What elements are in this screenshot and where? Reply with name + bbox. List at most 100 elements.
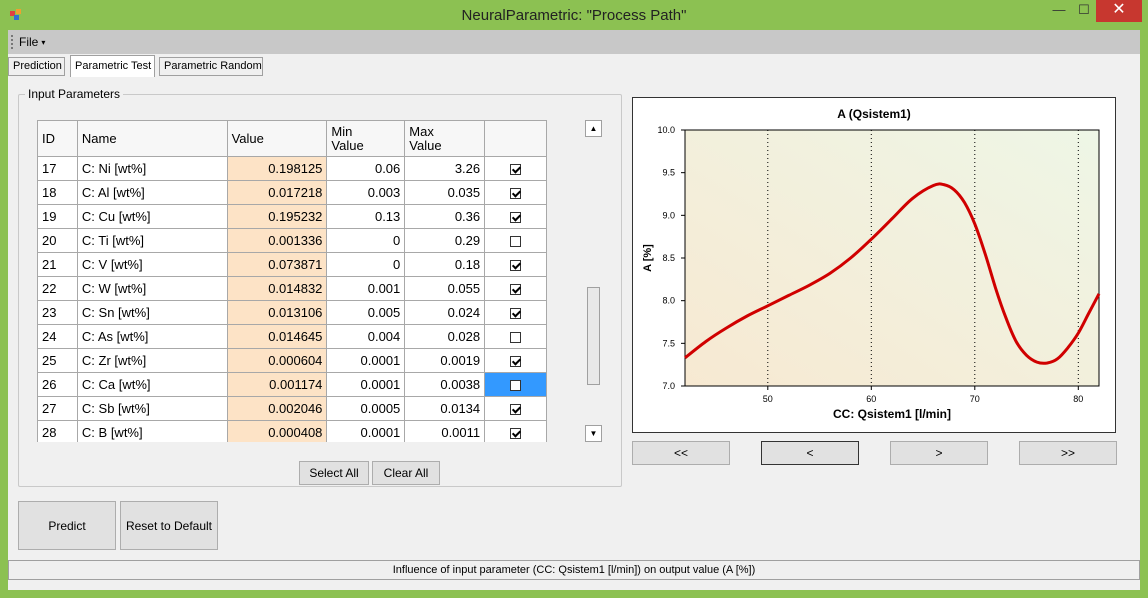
- enabled-checkbox[interactable]: [510, 356, 522, 368]
- cell-enabled[interactable]: [484, 396, 547, 421]
- cell-value[interactable]: 0.001336: [226, 228, 328, 253]
- tab-prediction[interactable]: Prediction: [8, 57, 65, 76]
- cell-name[interactable]: C: B [wt%]: [76, 420, 228, 442]
- cell-enabled[interactable]: [484, 180, 547, 205]
- title-bar[interactable]: NeuralParametric: "Process Path" — ☐ ✕: [0, 0, 1148, 30]
- cell-value[interactable]: 0.017218: [226, 180, 328, 205]
- cell-id[interactable]: 22: [37, 276, 78, 301]
- cell-id[interactable]: 19: [37, 204, 78, 229]
- table-row[interactable]: 18 C: Al [wt%] 0.017218 0.003 0.035: [37, 180, 547, 205]
- table-row[interactable]: 19 C: Cu [wt%] 0.195232 0.13 0.36: [37, 204, 547, 229]
- cell-name[interactable]: C: Cu [wt%]: [76, 204, 228, 229]
- cell-value[interactable]: 0.000604: [226, 348, 328, 373]
- cell-name[interactable]: C: Sn [wt%]: [76, 300, 228, 325]
- cell-enabled[interactable]: [484, 348, 547, 373]
- enabled-checkbox[interactable]: [510, 212, 522, 224]
- cell-name[interactable]: C: W [wt%]: [76, 276, 228, 301]
- enabled-checkbox[interactable]: [510, 428, 522, 440]
- clear-all-button[interactable]: Clear All: [372, 461, 440, 485]
- table-row[interactable]: 27 C: Sb [wt%] 0.002046 0.0005 0.0134: [37, 396, 547, 421]
- cell-value[interactable]: 0.014832: [226, 276, 328, 301]
- cell-enabled[interactable]: [484, 324, 547, 349]
- cell-min-value[interactable]: 0.0005: [326, 396, 406, 421]
- table-row[interactable]: 17 C: Ni [wt%] 0.198125 0.06 3.26: [37, 156, 547, 181]
- cell-min-value[interactable]: 0.003: [326, 180, 406, 205]
- enabled-checkbox[interactable]: [510, 404, 522, 416]
- cell-value[interactable]: 0.073871: [226, 252, 328, 277]
- cell-id[interactable]: 26: [37, 372, 78, 397]
- enabled-checkbox[interactable]: [510, 308, 522, 320]
- cell-value[interactable]: 0.198125: [226, 156, 328, 181]
- cell-max-value[interactable]: 0.0134: [404, 396, 486, 421]
- cell-id[interactable]: 21: [37, 252, 78, 277]
- cell-min-value[interactable]: 0: [326, 252, 406, 277]
- enabled-checkbox[interactable]: [510, 236, 522, 248]
- cell-enabled[interactable]: [484, 372, 547, 397]
- cell-max-value[interactable]: 3.26: [404, 156, 486, 181]
- column-header-id[interactable]: ID: [37, 120, 78, 157]
- enabled-checkbox[interactable]: [510, 332, 522, 344]
- grid-scrollbar[interactable]: ▲ ▼: [585, 120, 602, 442]
- table-row[interactable]: 26 C: Ca [wt%] 0.001174 0.0001 0.0038: [37, 372, 547, 397]
- cell-enabled[interactable]: [484, 204, 547, 229]
- cell-id[interactable]: 28: [37, 420, 78, 442]
- cell-max-value[interactable]: 0.0019: [404, 348, 486, 373]
- minimize-button[interactable]: —: [1052, 2, 1066, 17]
- enabled-checkbox[interactable]: [510, 284, 522, 296]
- cell-min-value[interactable]: 0.0001: [326, 348, 406, 373]
- cell-id[interactable]: 27: [37, 396, 78, 421]
- reset-to-default-button[interactable]: Reset to Default: [120, 501, 218, 550]
- scroll-down-icon[interactable]: ▼: [585, 425, 602, 442]
- table-row[interactable]: 28 C: B [wt%] 0.000408 0.0001 0.0011: [37, 420, 547, 442]
- close-button[interactable]: ✕: [1096, 0, 1142, 22]
- cell-enabled[interactable]: [484, 252, 547, 277]
- cell-enabled[interactable]: [484, 228, 547, 253]
- cell-name[interactable]: C: Sb [wt%]: [76, 396, 228, 421]
- cell-min-value[interactable]: 0.13: [326, 204, 406, 229]
- last-button[interactable]: >>: [1019, 441, 1117, 465]
- cell-max-value[interactable]: 0.055: [404, 276, 486, 301]
- cell-id[interactable]: 17: [37, 156, 78, 181]
- column-header-value[interactable]: Value: [226, 120, 328, 157]
- enabled-checkbox[interactable]: [510, 260, 522, 272]
- cell-min-value[interactable]: 0.0001: [326, 372, 406, 397]
- cell-max-value[interactable]: 0.024: [404, 300, 486, 325]
- cell-min-value[interactable]: 0.0001: [326, 420, 406, 442]
- cell-enabled[interactable]: [484, 276, 547, 301]
- cell-min-value[interactable]: 0.004: [326, 324, 406, 349]
- tab-parametric-test[interactable]: Parametric Test: [70, 55, 155, 77]
- cell-value[interactable]: 0.014645: [226, 324, 328, 349]
- cell-min-value[interactable]: 0.005: [326, 300, 406, 325]
- select-all-button[interactable]: Select All: [299, 461, 369, 485]
- scroll-thumb[interactable]: [587, 287, 600, 385]
- cell-max-value[interactable]: 0.028: [404, 324, 486, 349]
- cell-id[interactable]: 23: [37, 300, 78, 325]
- first-button[interactable]: <<: [632, 441, 730, 465]
- cell-value[interactable]: 0.001174: [226, 372, 328, 397]
- cell-enabled[interactable]: [484, 420, 547, 442]
- cell-id[interactable]: 20: [37, 228, 78, 253]
- cell-max-value[interactable]: 0.18: [404, 252, 486, 277]
- enabled-checkbox[interactable]: [510, 380, 522, 392]
- cell-max-value[interactable]: 0.035: [404, 180, 486, 205]
- cell-value[interactable]: 0.002046: [226, 396, 328, 421]
- cell-id[interactable]: 24: [37, 324, 78, 349]
- cell-name[interactable]: C: Al [wt%]: [76, 180, 228, 205]
- cell-enabled[interactable]: [484, 156, 547, 181]
- cell-max-value[interactable]: 0.29: [404, 228, 486, 253]
- cell-name[interactable]: C: Ti [wt%]: [76, 228, 228, 253]
- enabled-checkbox[interactable]: [510, 188, 522, 200]
- cell-name[interactable]: C: Ca [wt%]: [76, 372, 228, 397]
- cell-min-value[interactable]: 0.06: [326, 156, 406, 181]
- enabled-checkbox[interactable]: [510, 164, 522, 176]
- column-header-name[interactable]: Name: [76, 120, 228, 157]
- table-row[interactable]: 23 C: Sn [wt%] 0.013106 0.005 0.024: [37, 300, 547, 325]
- maximize-button[interactable]: ☐: [1078, 2, 1090, 17]
- scroll-up-icon[interactable]: ▲: [585, 120, 602, 137]
- menu-file[interactable]: File ▾: [19, 35, 45, 49]
- tab-parametric-random[interactable]: Parametric Random: [159, 57, 263, 76]
- cell-name[interactable]: C: Zr [wt%]: [76, 348, 228, 373]
- cell-id[interactable]: 18: [37, 180, 78, 205]
- table-row[interactable]: 20 C: Ti [wt%] 0.001336 0 0.29: [37, 228, 547, 253]
- column-header-max-value[interactable]: Max Value: [404, 120, 486, 157]
